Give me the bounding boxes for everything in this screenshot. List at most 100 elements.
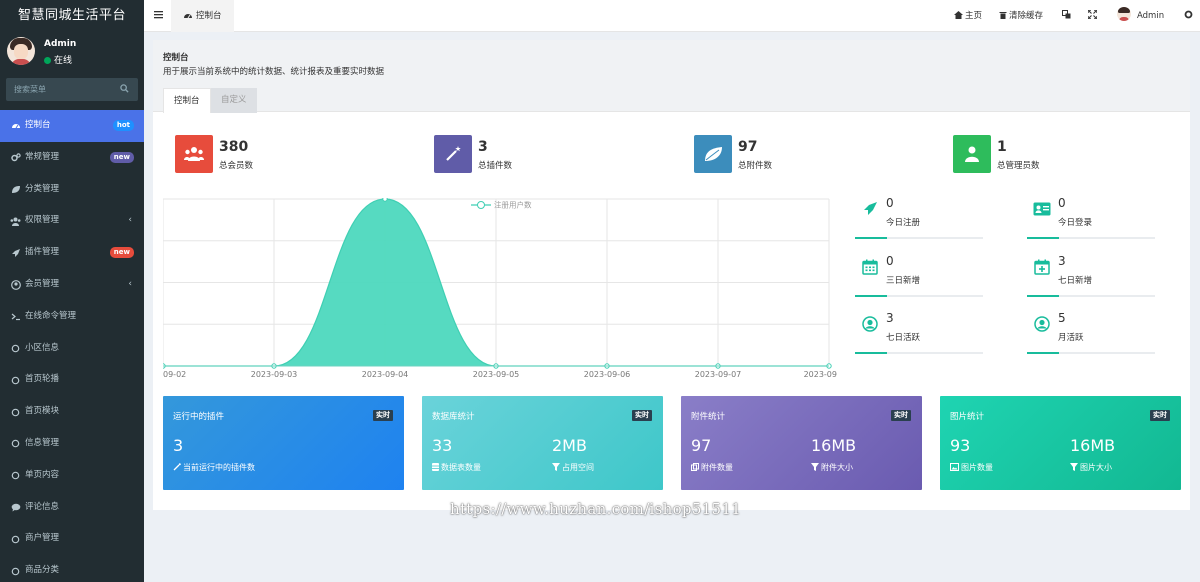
fullscreen-icon	[1087, 9, 1098, 20]
sidebar-item-label: 在线命令管理	[25, 310, 77, 321]
tab-dashboard[interactable]: 控制台	[171, 0, 234, 32]
circle-icon	[10, 333, 21, 365]
progress-bar	[855, 237, 887, 239]
page-title: 控制台	[163, 53, 189, 63]
card-value: 93	[950, 436, 971, 455]
sidebar-item-label: 会员管理	[25, 278, 60, 289]
progress-bar	[1027, 295, 1059, 297]
sidebar-item-modules[interactable]: 首页模块	[0, 396, 144, 428]
user-icon	[953, 135, 991, 173]
card-images: 图片统计 实时 93 16MB 图片数量 图片大小	[940, 396, 1181, 490]
sidebar-item-general[interactable]: 常规管理 new	[0, 142, 144, 174]
sidebar-item-carousel[interactable]: 首页轮播	[0, 364, 144, 396]
mini-stat-monthly-active: 5 月活跃	[1027, 311, 1155, 354]
clear-cache-button[interactable]: 清除缓存	[999, 0, 1043, 32]
card-title: 图片统计	[950, 412, 985, 422]
home-link[interactable]: 主页	[954, 0, 982, 32]
stat-value: 380	[219, 139, 249, 155]
leaf-icon	[10, 174, 21, 206]
sidebar: 智慧同城生活平台 Admin 在线 控制台 hot 常规管理 new 分类管理 …	[0, 0, 144, 582]
stat-label: 总管理员数	[997, 161, 1040, 171]
tab-dashboard-view[interactable]: 控制台	[163, 88, 211, 113]
card-subtitle-2: 附件大小	[811, 462, 853, 473]
card-subtitle-text: 占用空间	[562, 463, 594, 472]
circle-icon	[10, 428, 21, 460]
sidebar-item-product-category[interactable]: 商品分类	[0, 555, 144, 582]
calendar-plus-icon	[1033, 258, 1051, 276]
translate-button[interactable]	[1062, 0, 1073, 32]
sidebar-item-command[interactable]: 在线命令管理	[0, 301, 144, 333]
x-tick-label: 2023-09-04	[362, 370, 409, 379]
menu-search-input[interactable]	[6, 78, 106, 101]
terminal-icon	[10, 301, 21, 333]
user-menu[interactable]: Admin	[1117, 0, 1164, 32]
search-icon[interactable]	[120, 84, 129, 96]
cogs-icon	[10, 142, 21, 174]
stat-value: 97	[738, 139, 758, 155]
mini-stat-value: 3	[886, 311, 894, 325]
card-subtitle-text: 图片大小	[1080, 463, 1112, 472]
sidebar-item-label: 评论信息	[25, 501, 60, 512]
home-icon	[954, 11, 963, 19]
card-attachments: 附件统计 实时 97 16MB 附件数量 附件大小	[681, 396, 922, 490]
sidebar-item-plugins[interactable]: 插件管理 new	[0, 237, 144, 269]
mini-stat-label: 三日新增	[886, 276, 921, 286]
mini-stat-label: 七日活跃	[886, 333, 921, 343]
sidebar-item-merchants[interactable]: 商户管理	[0, 523, 144, 555]
stat-label: 总插件数	[478, 161, 513, 171]
card-running-plugins: 运行中的插件 实时 3 当前运行中的插件数	[163, 396, 404, 490]
card-subtitle-text: 当前运行中的插件数	[183, 463, 255, 472]
mini-stat-value: 3	[1058, 254, 1066, 268]
fullscreen-button[interactable]	[1087, 0, 1099, 32]
sidebar-item-label: 权限管理	[25, 215, 60, 226]
sidebar-item-permission[interactable]: 权限管理 ‹	[0, 205, 144, 237]
user-name: Admin	[44, 39, 77, 49]
sidebar-item-category[interactable]: 分类管理	[0, 174, 144, 206]
user-status: 在线	[44, 53, 72, 66]
sidebar-item-community[interactable]: 小区信息	[0, 333, 144, 365]
mini-stat-today-login: 0 今日登录	[1027, 196, 1155, 239]
database-icon	[432, 463, 439, 471]
sidebar-item-comments[interactable]: 评论信息	[0, 492, 144, 524]
sidebar-item-members[interactable]: 会员管理 ‹	[0, 269, 144, 301]
leaf-icon	[694, 135, 732, 173]
sidebar-item-label: 控制台	[25, 120, 51, 130]
sidebar-item-dashboard[interactable]: 控制台 hot	[0, 110, 144, 142]
card-subtitle-2: 图片大小	[1070, 462, 1112, 473]
x-tick-label: 2023-09-07	[695, 370, 742, 379]
mini-stat-value: 0	[886, 254, 894, 268]
menu-toggle-icon[interactable]	[154, 10, 163, 22]
group-icon	[10, 205, 21, 237]
sidebar-item-label: 首页模块	[25, 406, 60, 417]
progress-bar	[855, 352, 887, 354]
brand-title[interactable]: 智慧同城生活平台	[0, 0, 144, 32]
mini-stat-label: 今日登录	[1058, 218, 1093, 228]
filter-icon	[552, 463, 560, 471]
x-tick-label: 2023-09-03	[251, 370, 298, 379]
x-tick-label: 2023-09-06	[584, 370, 631, 379]
card-subtitle-text: 数据表数量	[441, 463, 481, 472]
settings-button[interactable]	[1184, 0, 1195, 32]
admin-name: Admin	[1137, 11, 1165, 21]
tab-custom[interactable]: 自定义	[211, 88, 257, 113]
user-circle-icon	[1033, 315, 1051, 333]
mini-stat-value: 5	[1058, 311, 1066, 325]
sidebar-item-info[interactable]: 信息管理	[0, 428, 144, 460]
avatar	[1117, 7, 1131, 21]
sidebar-item-pages[interactable]: 单页内容	[0, 460, 144, 492]
magic-wand-icon	[173, 463, 181, 471]
mini-stat-value: 0	[886, 196, 894, 210]
circle-icon	[10, 364, 21, 396]
magic-wand-icon	[434, 135, 472, 173]
trash-icon	[999, 12, 1007, 19]
x-tick-label: 2023-09-05	[473, 370, 520, 379]
circle-icon	[10, 555, 21, 582]
circle-icon	[10, 460, 21, 492]
stat-value: 1	[997, 139, 1007, 155]
home-label: 主页	[965, 11, 983, 21]
progress-bar	[1027, 237, 1059, 239]
user-circle-icon	[10, 269, 21, 301]
card-title: 附件统计	[691, 412, 726, 422]
mini-stat-label: 今日注册	[886, 218, 921, 228]
user-circle-icon	[861, 315, 879, 333]
